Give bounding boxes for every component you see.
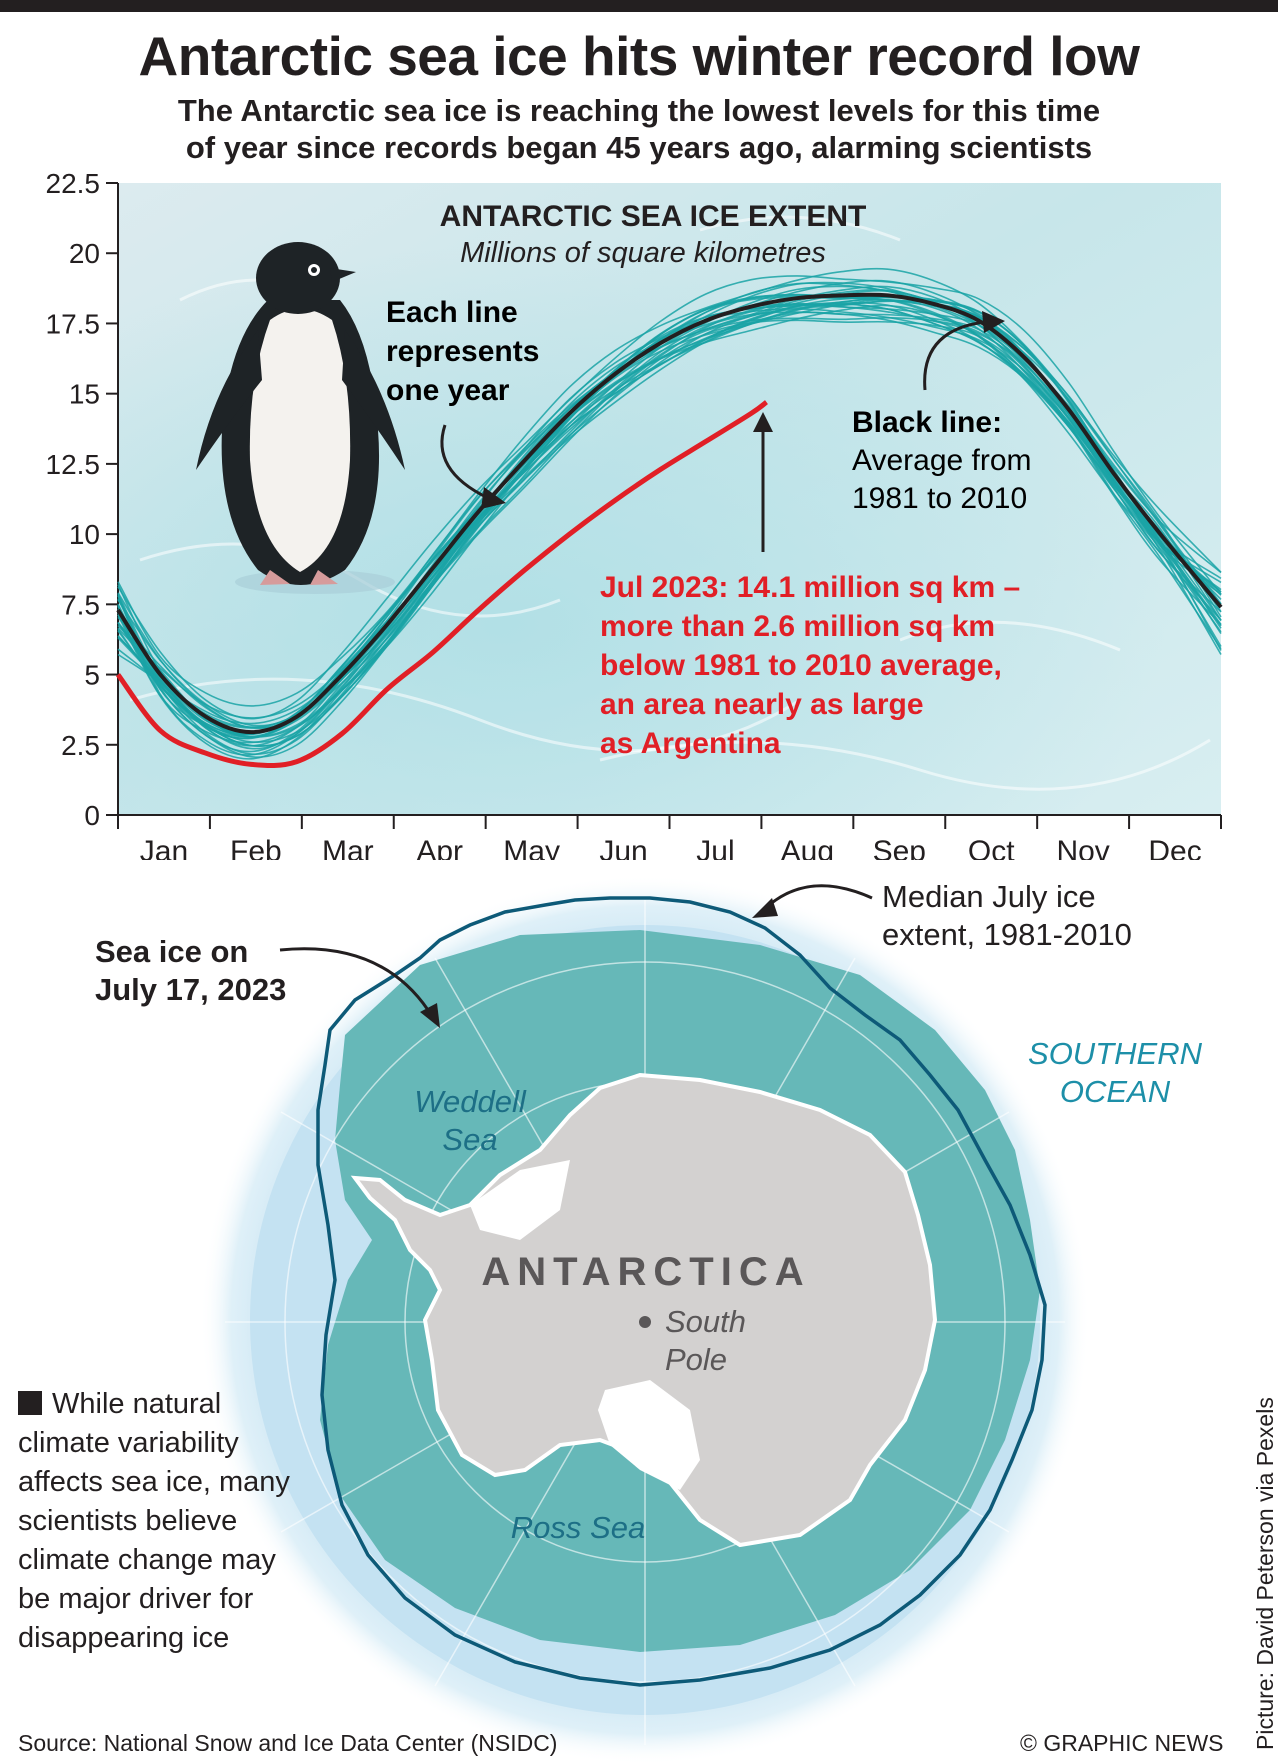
page-subtitle: The Antarctic sea ice is reaching the lo… [40, 92, 1238, 166]
ross-ice-shelf [598, 1380, 700, 1490]
y-tick-label: 22.5 [46, 168, 101, 199]
source-credit: Source: National Snow and Ice Data Cente… [18, 1730, 558, 1756]
y-tick-label: 2.5 [61, 730, 100, 761]
year-line [117, 303, 1222, 747]
weddell-label-2: Sea [442, 1122, 497, 1157]
median-arrowhead [752, 898, 778, 918]
sea-ice-area [320, 930, 1040, 1652]
x-tick-label: Sep [873, 835, 926, 860]
record-text-5: as Argentina [600, 727, 781, 760]
x-tick-label: Mar [322, 835, 374, 860]
median-extent-line [316, 896, 1047, 1687]
pole-label-2: Pole [665, 1342, 727, 1377]
line-2023 [115, 400, 769, 769]
y-tick-label: 7.5 [61, 589, 100, 620]
x-tick-label: Jun [599, 835, 647, 860]
penguin-illustration [196, 242, 405, 594]
y-tick-label: 12.5 [46, 449, 101, 480]
year-line [117, 275, 1222, 720]
south-pole-marker [639, 1316, 651, 1328]
record-text-4: an area nearly as large [600, 688, 924, 721]
black-line-arrowhead [982, 311, 1005, 333]
antarctica-land [350, 1072, 938, 1548]
x-tick-label: May [503, 835, 560, 860]
year-line [117, 296, 1222, 735]
subtitle-line-2: of year since records began 45 years ago… [185, 130, 1093, 165]
weddell-label-1: Weddell [414, 1084, 527, 1119]
climate-note: While natural climate variability affect… [18, 1385, 308, 1658]
each-line-arrowhead [481, 487, 506, 509]
x-tick-label: Nov [1056, 835, 1109, 860]
ocean-disc [200, 875, 1090, 1762]
year-line [117, 267, 1222, 707]
y-tick-label: 20 [69, 238, 100, 269]
x-tick-label: Dec [1148, 835, 1201, 860]
sea-ice-chart: 0 2.5 5 7.5 10 12.5 15 17.5 20 22.5 Jan Feb Mar Apr M… [46, 168, 1223, 860]
y-tick-label: 0 [84, 800, 100, 831]
graticule [225, 900, 1065, 1745]
sea-ice-label-2: July 17, 2023 [95, 972, 286, 1007]
y-tick-label: 10 [69, 519, 100, 550]
median-label-2: extent, 1981-2010 [882, 917, 1132, 952]
x-axis: Jan Feb Mar Apr May Jun Jul Aug Sep Oct Nov Dec [117, 814, 1222, 860]
each-line-label-1: Each line [386, 296, 518, 329]
record-text-3: below 1981 to 2010 average, [600, 649, 1002, 682]
y-tick-label: 17.5 [46, 308, 101, 339]
sea-ice-arrowhead [420, 1003, 440, 1028]
ross-label: Ross Sea [511, 1510, 645, 1545]
sea-ice-label-1: Sea ice on [95, 934, 248, 969]
chart-title: ANTARCTIC SEA ICE EXTENT [440, 200, 867, 233]
picture-credit: Picture: David Peterson via Pexels [1252, 1397, 1278, 1750]
ocean-label-2: OCEAN [1060, 1074, 1171, 1109]
climate-note-text: While natural climate variability affect… [18, 1388, 290, 1654]
average-line [116, 292, 1223, 735]
black-line-text-1: Average from [852, 444, 1032, 477]
copyright: © GRAPHIC NEWS [1020, 1730, 1224, 1756]
y-axis: 0 2.5 5 7.5 10 12.5 15 17.5 20 22.5 [46, 168, 119, 831]
bullet-square [18, 1391, 42, 1415]
subtitle-line-1: The Antarctic sea ice is reaching the lo… [177, 93, 1101, 128]
ocean-label-1: SOUTHERN [1028, 1036, 1203, 1071]
record-text-2: more than 2.6 million sq km [600, 610, 995, 643]
x-tick-label: Jul [696, 835, 734, 860]
black-line-title: Black line: [852, 406, 1002, 439]
chart-subtitle: Millions of square kilometres [460, 237, 826, 269]
record-annotation: Jul 2023: 14.1 million sq km – more than… [600, 571, 1020, 760]
each-line-arrow [440, 424, 489, 500]
pole-label-1: South [665, 1304, 746, 1339]
y-tick-label: 5 [84, 660, 100, 691]
record-arrowhead [753, 412, 773, 432]
y-tick-label: 15 [69, 379, 100, 410]
x-tick-label: Oct [968, 835, 1015, 860]
top-bar [0, 0, 1278, 12]
year-line [117, 308, 1222, 755]
antarctica-label: ANTARCTICA [481, 1250, 810, 1294]
median-arrow [767, 884, 873, 908]
each-line-label-2: represents [386, 335, 539, 368]
black-line-arrow [923, 320, 986, 391]
x-tick-label: Apr [416, 835, 463, 860]
each-line-label-3: one year [386, 374, 510, 407]
median-label-1: Median July ice [882, 879, 1096, 914]
x-tick-label: Aug [781, 835, 834, 860]
ronne-ice-shelf [470, 1160, 570, 1240]
year-line [117, 311, 1222, 758]
page-title: Antarctic sea ice hits winter record low [138, 25, 1140, 87]
sea-ice-arrow [279, 947, 430, 1011]
x-tick-label: Jan [140, 835, 188, 860]
x-tick-label: Feb [230, 835, 282, 860]
black-line-text-2: 1981 to 2010 [852, 482, 1027, 515]
record-text-1: Jul 2023: 14.1 million sq km – [600, 571, 1020, 604]
year-line [117, 304, 1222, 744]
ocean-disc-core [250, 925, 1040, 1715]
